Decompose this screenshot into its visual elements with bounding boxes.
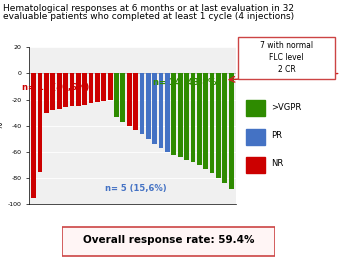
Bar (171, 73, 176, 155)
Bar (108, 73, 112, 100)
Bar (159, 73, 163, 148)
Bar (76, 73, 81, 106)
Text: 7 with normal
FLC level
2 CR: 7 with normal FLC level 2 CR (260, 41, 313, 74)
Bar (140, 73, 144, 134)
Text: n= 5 (15,6%): n= 5 (15,6%) (105, 184, 166, 193)
Bar (31, 73, 36, 198)
Bar (82, 73, 87, 105)
Bar (210, 73, 214, 173)
Bar (223, 73, 227, 183)
Bar (63, 73, 68, 107)
Y-axis label: %: % (0, 122, 5, 129)
Text: PR: PR (272, 131, 283, 140)
Text: >VGPR: >VGPR (272, 102, 302, 112)
Bar (178, 73, 183, 157)
Bar (114, 73, 119, 117)
Text: n= 14 (43,8%): n= 14 (43,8%) (153, 78, 220, 87)
Bar (184, 73, 189, 160)
Bar (95, 73, 100, 102)
Bar (57, 73, 62, 109)
FancyBboxPatch shape (238, 37, 335, 79)
Bar (152, 73, 157, 144)
Bar (197, 73, 202, 165)
Bar (51, 73, 55, 110)
Text: evaluable patients who completed at least 1 cycle (4 injections): evaluable patients who completed at leas… (3, 12, 294, 21)
Text: n= 13 (40,6%): n= 13 (40,6%) (22, 83, 90, 92)
Text: Hematological responses at 6 months or at last evaluation in 32: Hematological responses at 6 months or a… (3, 4, 294, 13)
Bar (246, 157, 265, 173)
Bar (127, 73, 132, 126)
Bar (246, 129, 265, 145)
Bar (69, 73, 74, 106)
Bar (146, 73, 151, 139)
Bar (191, 73, 195, 162)
FancyBboxPatch shape (62, 227, 275, 255)
Bar (165, 73, 170, 152)
Bar (120, 73, 125, 122)
Bar (89, 73, 94, 103)
Bar (44, 73, 49, 113)
Text: Overall response rate: 59.4%: Overall response rate: 59.4% (83, 236, 254, 245)
Bar (246, 100, 265, 116)
Bar (203, 73, 208, 169)
Bar (133, 73, 138, 130)
Bar (229, 73, 234, 189)
Bar (38, 73, 42, 172)
Bar (101, 73, 106, 101)
Text: NR: NR (272, 159, 284, 168)
Bar (216, 73, 221, 178)
